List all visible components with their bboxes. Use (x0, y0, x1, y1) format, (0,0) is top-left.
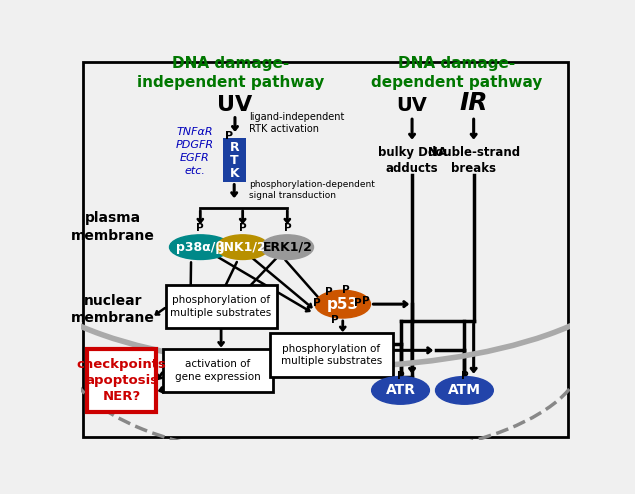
Text: phosphorylation of
multiple substrates: phosphorylation of multiple substrates (281, 344, 382, 366)
Text: double-strand
breaks: double-strand breaks (427, 146, 520, 174)
Text: R
T
K: R T K (229, 141, 239, 180)
Text: IR: IR (459, 91, 488, 115)
Ellipse shape (436, 376, 493, 404)
Text: activation of
gene expression: activation of gene expression (175, 359, 261, 381)
Text: UV: UV (397, 96, 427, 115)
FancyBboxPatch shape (163, 349, 274, 392)
Ellipse shape (217, 235, 269, 259)
Text: P: P (342, 285, 350, 295)
Text: p38α/β: p38α/β (176, 241, 224, 253)
Text: P: P (225, 131, 233, 141)
FancyBboxPatch shape (223, 138, 246, 182)
Text: plasma
membrane: plasma membrane (71, 211, 155, 243)
Text: P: P (354, 297, 362, 308)
Text: JNK1/2: JNK1/2 (219, 241, 266, 253)
Text: P: P (397, 371, 404, 381)
Text: P: P (362, 296, 370, 306)
Text: ligand-independent
RTK activation: ligand-independent RTK activation (249, 112, 344, 134)
Text: P: P (313, 297, 321, 308)
Text: UV: UV (217, 95, 253, 116)
Text: DNA damage-
independent pathway: DNA damage- independent pathway (137, 56, 324, 90)
Text: P: P (325, 287, 333, 297)
Text: TNFαR
PDGFR
EGFR
etc.: TNFαR PDGFR EGFR etc. (176, 127, 214, 176)
Text: ATM: ATM (448, 383, 481, 397)
Ellipse shape (170, 235, 231, 259)
Text: DNA damage-
dependent pathway: DNA damage- dependent pathway (371, 56, 542, 90)
Text: ATR: ATR (385, 383, 415, 397)
FancyBboxPatch shape (271, 333, 393, 376)
Text: P: P (283, 223, 291, 233)
Text: phosphorylation-dependent
signal transduction: phosphorylation-dependent signal transdu… (249, 180, 375, 200)
Text: p53: p53 (326, 296, 359, 312)
Text: P: P (331, 315, 339, 325)
FancyBboxPatch shape (83, 62, 568, 437)
Text: bulky DNA
adducts: bulky DNA adducts (378, 146, 446, 174)
FancyBboxPatch shape (166, 285, 276, 328)
Text: nuclear
membrane: nuclear membrane (71, 294, 155, 325)
Text: checkpoints
apoptosis
NER?: checkpoints apoptosis NER? (77, 358, 167, 403)
Text: phosphorylation of
multiple substrates: phosphorylation of multiple substrates (170, 295, 272, 318)
Ellipse shape (315, 290, 370, 318)
Text: ERK1/2: ERK1/2 (262, 241, 312, 253)
Text: P: P (239, 223, 246, 233)
Ellipse shape (371, 376, 429, 404)
Text: P: P (196, 223, 204, 233)
Ellipse shape (261, 235, 314, 259)
Text: P: P (460, 371, 468, 381)
FancyBboxPatch shape (87, 349, 156, 412)
